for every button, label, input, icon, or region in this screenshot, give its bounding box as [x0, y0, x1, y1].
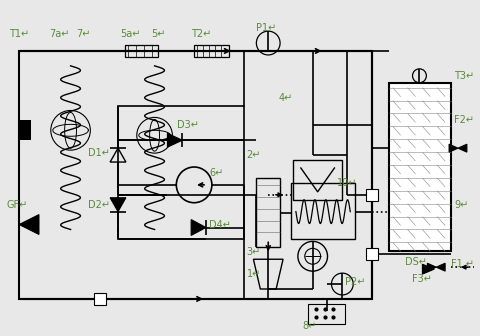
Text: 7↵: 7↵ — [76, 29, 91, 39]
Text: D4↵: D4↵ — [208, 219, 230, 229]
Polygon shape — [167, 133, 182, 147]
Text: P2↵: P2↵ — [345, 277, 365, 287]
Bar — [194, 45, 228, 57]
Text: 4↵: 4↵ — [277, 93, 292, 102]
Bar — [256, 178, 279, 247]
Text: F1 ↵: F1 ↵ — [450, 259, 473, 269]
Text: D2↵: D2↵ — [88, 200, 110, 210]
Polygon shape — [110, 198, 126, 212]
Text: 6↵: 6↵ — [208, 168, 223, 178]
Bar — [292, 160, 342, 200]
Text: T1↵: T1↵ — [9, 29, 29, 39]
Polygon shape — [448, 144, 457, 152]
Bar — [94, 293, 106, 305]
Text: 5↵: 5↵ — [151, 29, 166, 39]
Polygon shape — [457, 144, 466, 152]
Text: 10↵: 10↵ — [336, 178, 357, 188]
Bar — [365, 189, 377, 201]
Text: 5a↵: 5a↵ — [120, 29, 140, 39]
Polygon shape — [19, 215, 39, 235]
Text: T3↵: T3↵ — [453, 71, 473, 81]
Polygon shape — [191, 219, 205, 236]
Text: P1↵: P1↵ — [256, 23, 276, 33]
Text: T2↵: T2↵ — [191, 29, 211, 39]
Text: DS↵: DS↵ — [404, 257, 426, 267]
Bar — [118, 106, 243, 240]
Text: D1↵: D1↵ — [88, 148, 110, 158]
Bar — [365, 248, 377, 260]
Text: F2↵: F2↵ — [453, 116, 473, 125]
Polygon shape — [426, 263, 435, 271]
Text: 3↵: 3↵ — [246, 247, 260, 257]
Bar — [19, 120, 31, 140]
Text: 2↵: 2↵ — [246, 150, 260, 160]
Text: 8↵: 8↵ — [302, 321, 316, 331]
Polygon shape — [421, 264, 433, 274]
Bar — [125, 45, 157, 57]
Bar — [307, 304, 345, 324]
Polygon shape — [435, 263, 444, 271]
Bar — [290, 183, 354, 240]
Text: GF↵: GF↵ — [6, 200, 27, 210]
Text: 7a↵: 7a↵ — [49, 29, 69, 39]
Text: D3↵: D3↵ — [177, 120, 199, 130]
Bar — [388, 83, 450, 251]
Text: F3↵: F3↵ — [411, 274, 431, 284]
Text: 9↵: 9↵ — [453, 200, 468, 210]
Text: 1↵: 1↵ — [246, 269, 260, 279]
Bar — [19, 51, 371, 299]
